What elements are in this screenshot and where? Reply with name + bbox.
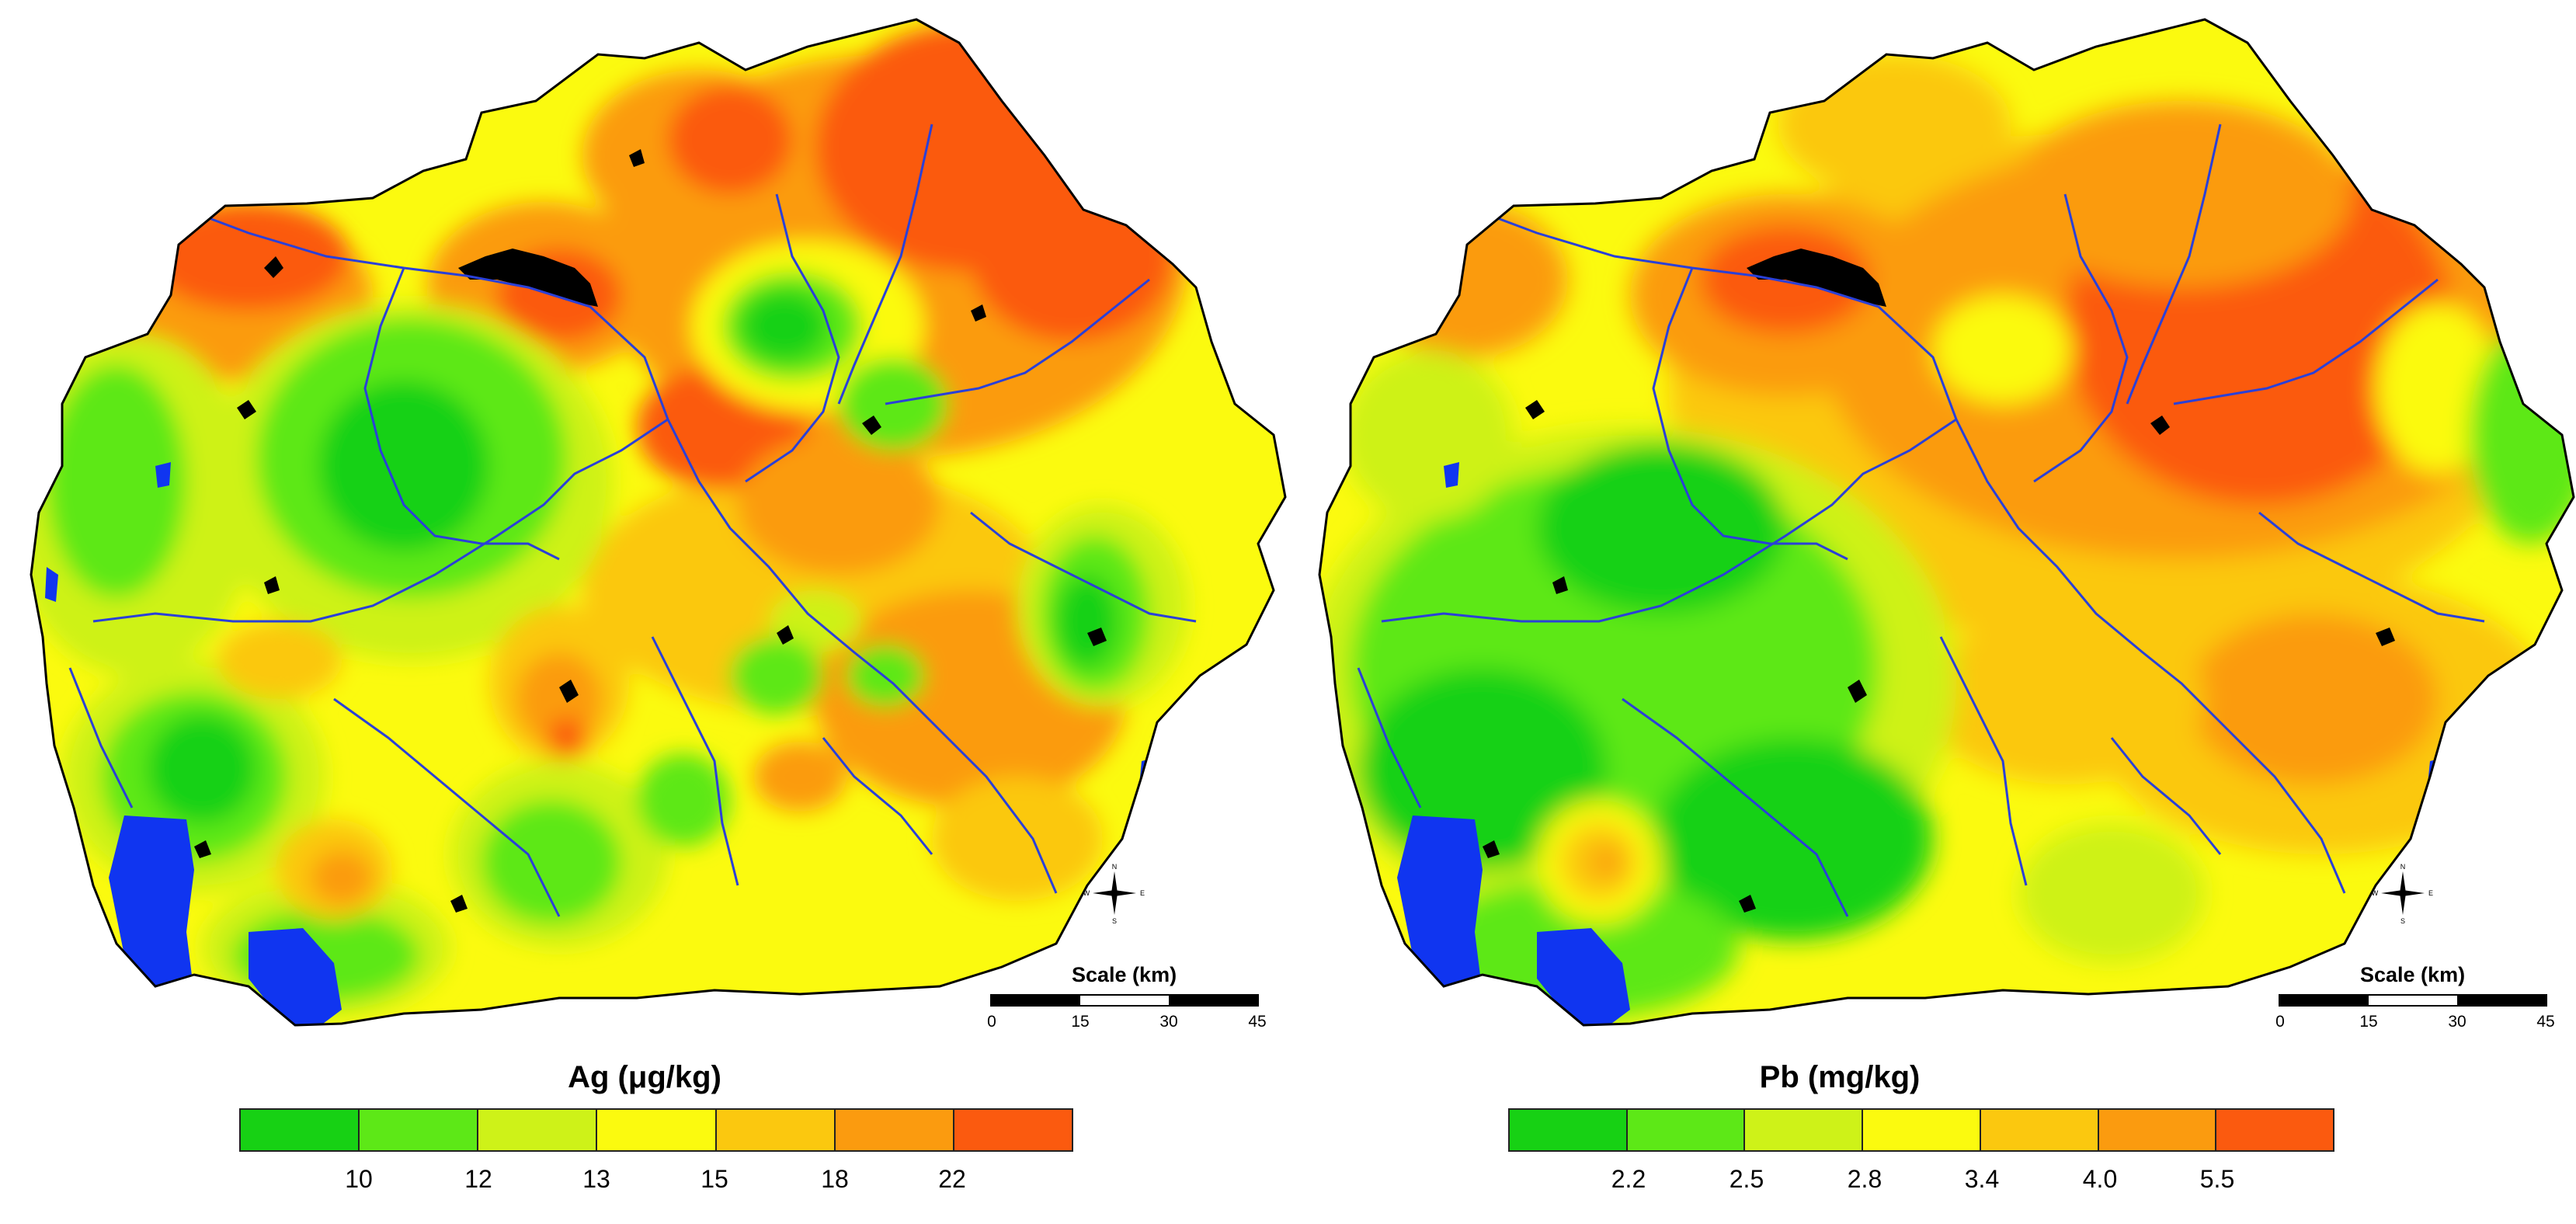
- urban-area: [450, 895, 468, 913]
- scale-tick-label: 0: [2275, 1013, 2285, 1031]
- scale-title: Scale (km): [2360, 963, 2466, 986]
- legend-swatch: [1745, 1110, 1864, 1150]
- compass-east-label: E: [2428, 889, 2433, 897]
- legend-swatch: [1627, 1110, 1746, 1150]
- legend-swatch: [2216, 1110, 2334, 1150]
- urban-area: [559, 680, 579, 703]
- legend-break-label: 2.5: [1729, 1165, 1764, 1193]
- legend-break-label: 22: [938, 1165, 966, 1193]
- skopje-urban-area: [1747, 249, 1886, 307]
- urban-area: [1848, 680, 1867, 703]
- legend-title: Ag (μg/kg): [568, 1060, 721, 1094]
- legend-break-label: 15: [700, 1165, 728, 1193]
- pb-map-panel: N S E W Scale (km) 0 15 30 45 Pb (mg/kg)…: [1288, 0, 2576, 1224]
- compass-south-label: S: [2400, 917, 2405, 924]
- urban-area: [629, 149, 645, 167]
- urban-area: [1525, 400, 1545, 419]
- urban-area: [194, 840, 211, 858]
- small-lake: [45, 567, 58, 602]
- compass-west-label: W: [1083, 889, 1090, 897]
- legend-title: Pb (mg/kg): [1759, 1060, 1921, 1094]
- legend-swatch: [241, 1110, 360, 1150]
- legend-swatch: [597, 1110, 717, 1150]
- legend-swatch: [716, 1110, 836, 1150]
- scale-bar: [990, 994, 1259, 1007]
- legend-break-label: 5.5: [2199, 1165, 2235, 1193]
- compass-east-label: E: [1140, 889, 1145, 897]
- legend-break-label: 2.8: [1847, 1165, 1882, 1193]
- small-lake: [1444, 462, 1459, 488]
- legend-swatch: [2098, 1110, 2217, 1150]
- urban-area: [1087, 628, 1107, 646]
- urban-area: [2376, 628, 2395, 646]
- urban-area: [1483, 840, 1500, 858]
- compass-west-label: W: [2372, 889, 2379, 897]
- pb-concentration-map: [1318, 18, 2575, 1027]
- urban-area: [1739, 895, 1756, 913]
- river-network: [1357, 123, 2485, 917]
- legend-color-bar: [239, 1108, 1073, 1152]
- compass-north-label: N: [2400, 863, 2406, 871]
- urban-area: [1552, 576, 1568, 594]
- urban-area: [264, 576, 280, 594]
- legend-break-label: 3.4: [1964, 1165, 2000, 1193]
- legend-swatch: [1980, 1110, 2099, 1150]
- legend-swatch: [835, 1110, 954, 1150]
- north-arrow-icon: N S E W: [2372, 863, 2433, 924]
- scale-tick-label: 0: [987, 1013, 996, 1031]
- legend-swatch: [954, 1110, 1072, 1150]
- scale-bar: [2279, 994, 2547, 1007]
- legend-break-label: 18: [821, 1165, 849, 1193]
- compass-north-label: N: [1112, 863, 1118, 871]
- urban-area: [971, 304, 986, 322]
- north-arrow-icon: N S E W: [1083, 863, 1145, 924]
- legend-break-label: 12: [464, 1165, 492, 1193]
- ag-concentration-map: [30, 18, 1287, 1027]
- scale-tick-label: 30: [2448, 1013, 2466, 1031]
- urban-area: [237, 400, 256, 419]
- scale-tick-label: 30: [1159, 1013, 1178, 1031]
- legend-break-label: 13: [582, 1165, 610, 1193]
- legend-swatch: [360, 1110, 479, 1150]
- skopje-urban-area: [458, 249, 598, 307]
- scale-tick-label: 15: [2359, 1013, 2378, 1031]
- legend-break-label: 4.0: [2082, 1165, 2118, 1193]
- scale-tick-label: 45: [1248, 1013, 1267, 1031]
- legend-color-bar: [1508, 1108, 2334, 1152]
- legend-break-label: 10: [345, 1165, 373, 1193]
- legend-break-label: 2.2: [1611, 1165, 1646, 1193]
- scale-tick-label: 15: [1071, 1013, 1090, 1031]
- scale-tick-label: 45: [2536, 1013, 2555, 1031]
- urban-area: [862, 416, 881, 435]
- small-lake: [155, 462, 171, 488]
- urban-area: [777, 625, 794, 645]
- legend-swatch: [478, 1110, 598, 1150]
- legend-swatch: [1863, 1110, 1981, 1150]
- legend-swatch: [1510, 1110, 1628, 1150]
- compass-south-label: S: [1112, 917, 1117, 924]
- scale-title: Scale (km): [1072, 963, 1177, 986]
- ag-map-panel: N S E W Scale (km) 0 15 30 45 Ag (μg/kg)…: [30, 18, 1287, 1193]
- urban-area: [2150, 416, 2170, 435]
- urban-area: [264, 256, 283, 278]
- river-network: [68, 123, 1197, 917]
